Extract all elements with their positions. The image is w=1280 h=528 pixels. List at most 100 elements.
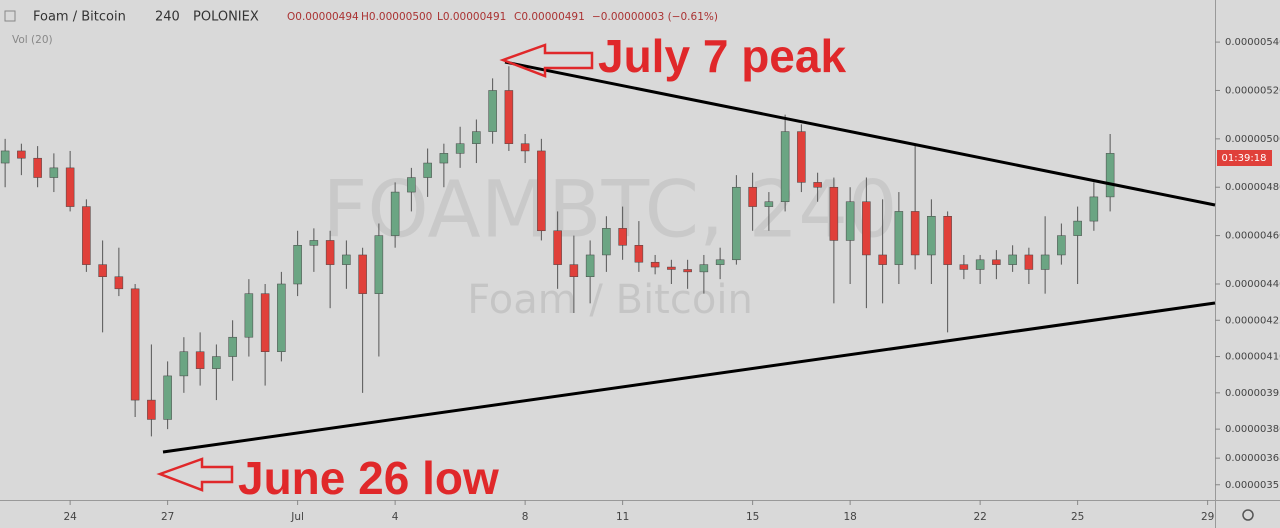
y-tick-label: 0.00000500 bbox=[1225, 134, 1280, 145]
candle-body bbox=[959, 264, 969, 270]
candle-body bbox=[1008, 254, 1017, 265]
exchange[interactable]: POLONIEX bbox=[193, 10, 259, 25]
candle-body bbox=[195, 351, 205, 369]
candle-body bbox=[797, 131, 806, 183]
candle-body bbox=[829, 186, 839, 241]
candle-body bbox=[82, 206, 91, 265]
candle-body bbox=[455, 143, 465, 154]
x-tick-label: 4 bbox=[392, 511, 399, 523]
candle-body bbox=[845, 201, 855, 241]
volume-label[interactable]: Vol (20) bbox=[12, 34, 53, 46]
candle-body bbox=[748, 186, 757, 207]
candle-body bbox=[699, 264, 709, 273]
candle-body bbox=[602, 228, 611, 256]
candles bbox=[0, 66, 1115, 437]
candle-body bbox=[179, 351, 189, 377]
symbol: Foam / Bitcoin bbox=[33, 10, 126, 25]
candle-body bbox=[407, 177, 416, 193]
x-tick-label: 25 bbox=[1071, 511, 1084, 523]
candle-body bbox=[0, 150, 10, 164]
candle-body bbox=[65, 167, 75, 207]
x-tick-label: 8 bbox=[522, 511, 529, 523]
candle-body bbox=[862, 201, 871, 256]
candle-body bbox=[342, 254, 351, 265]
candle-body bbox=[634, 245, 644, 263]
countdown: 01:39:18 bbox=[1222, 153, 1267, 164]
settings-icon[interactable] bbox=[1242, 509, 1254, 521]
candle-body bbox=[147, 399, 156, 420]
candle-body bbox=[358, 254, 367, 294]
candle-body bbox=[1057, 235, 1066, 256]
candle-body bbox=[114, 276, 124, 290]
candle-body bbox=[1073, 220, 1082, 236]
candle-body bbox=[390, 191, 400, 236]
y-tick-label: 0.00000440 bbox=[1225, 279, 1280, 290]
support-line bbox=[162, 301, 1216, 454]
candle-body bbox=[277, 283, 286, 352]
y-tick-label: 0.00000425 bbox=[1225, 315, 1280, 326]
candle-body bbox=[732, 186, 741, 261]
candle-body bbox=[910, 211, 920, 256]
y-tick-label: 0.00000395 bbox=[1225, 388, 1280, 399]
candle-body bbox=[374, 235, 384, 294]
watermark-subtitle: Foam / Bitcoin bbox=[467, 277, 753, 323]
ohlc-open: O0.00000494 bbox=[287, 11, 359, 23]
x-tick-label: 27 bbox=[161, 511, 174, 523]
candle-body bbox=[1089, 196, 1099, 222]
candle-body bbox=[472, 131, 481, 144]
y-tick-label: 0.00000368 bbox=[1225, 453, 1280, 464]
candle-body bbox=[1105, 153, 1115, 198]
candle-body bbox=[49, 167, 59, 178]
annotation: July 7 peak bbox=[598, 30, 846, 82]
candle-body bbox=[1040, 254, 1050, 270]
candle-body bbox=[504, 90, 514, 144]
y-tick-label: 0.00000357 bbox=[1225, 480, 1280, 491]
candle-body bbox=[780, 131, 790, 202]
candle-body bbox=[618, 228, 627, 246]
candle-body bbox=[520, 143, 530, 152]
candle-body bbox=[585, 254, 595, 277]
peak-arrow bbox=[499, 43, 594, 78]
candle-body bbox=[130, 288, 140, 401]
candle-body bbox=[894, 211, 904, 265]
ohlc-change: −0.00000003 (−0.61%) bbox=[592, 11, 718, 23]
candle-body bbox=[98, 264, 107, 277]
y-tick-label: 0.00000380 bbox=[1225, 424, 1280, 435]
candle-body bbox=[325, 240, 335, 265]
candle-body bbox=[715, 259, 725, 265]
candle-body bbox=[17, 150, 26, 159]
collapse-icon[interactable] bbox=[4, 10, 16, 22]
x-tick-label: 18 bbox=[843, 511, 856, 523]
x-tick-label: 15 bbox=[746, 511, 759, 523]
candle-body bbox=[650, 261, 660, 268]
ohlc-low: L0.00000491 bbox=[437, 11, 506, 23]
x-tick-label: 11 bbox=[616, 511, 629, 523]
ohlc-high: H0.00000500 bbox=[361, 11, 432, 23]
candle-body bbox=[488, 90, 497, 132]
y-tick-label: 0.00000410 bbox=[1225, 352, 1280, 363]
x-tick-label: 24 bbox=[63, 511, 77, 523]
candle-body bbox=[212, 356, 221, 369]
candle-body bbox=[553, 230, 562, 265]
candle-body bbox=[163, 375, 172, 420]
candle-body bbox=[927, 216, 936, 256]
candle-body bbox=[764, 201, 774, 207]
candle-body bbox=[943, 216, 952, 265]
y-tick-label: 0.00000540 bbox=[1225, 37, 1280, 48]
low-arrow bbox=[156, 457, 234, 492]
x-tick-label: 29 bbox=[1201, 511, 1214, 523]
candle-body bbox=[1024, 254, 1034, 270]
candle-body bbox=[537, 150, 546, 232]
candle-body bbox=[667, 266, 676, 270]
x-tick-label: Jul bbox=[290, 511, 304, 523]
candle-body bbox=[439, 153, 449, 164]
candle-body bbox=[228, 336, 237, 357]
candle-body bbox=[244, 293, 254, 338]
candle-body bbox=[423, 162, 432, 178]
candle-body bbox=[293, 245, 302, 285]
y-tick-label: 0.00000520 bbox=[1225, 85, 1280, 96]
candle-body bbox=[813, 182, 822, 188]
candle-body bbox=[309, 240, 319, 246]
